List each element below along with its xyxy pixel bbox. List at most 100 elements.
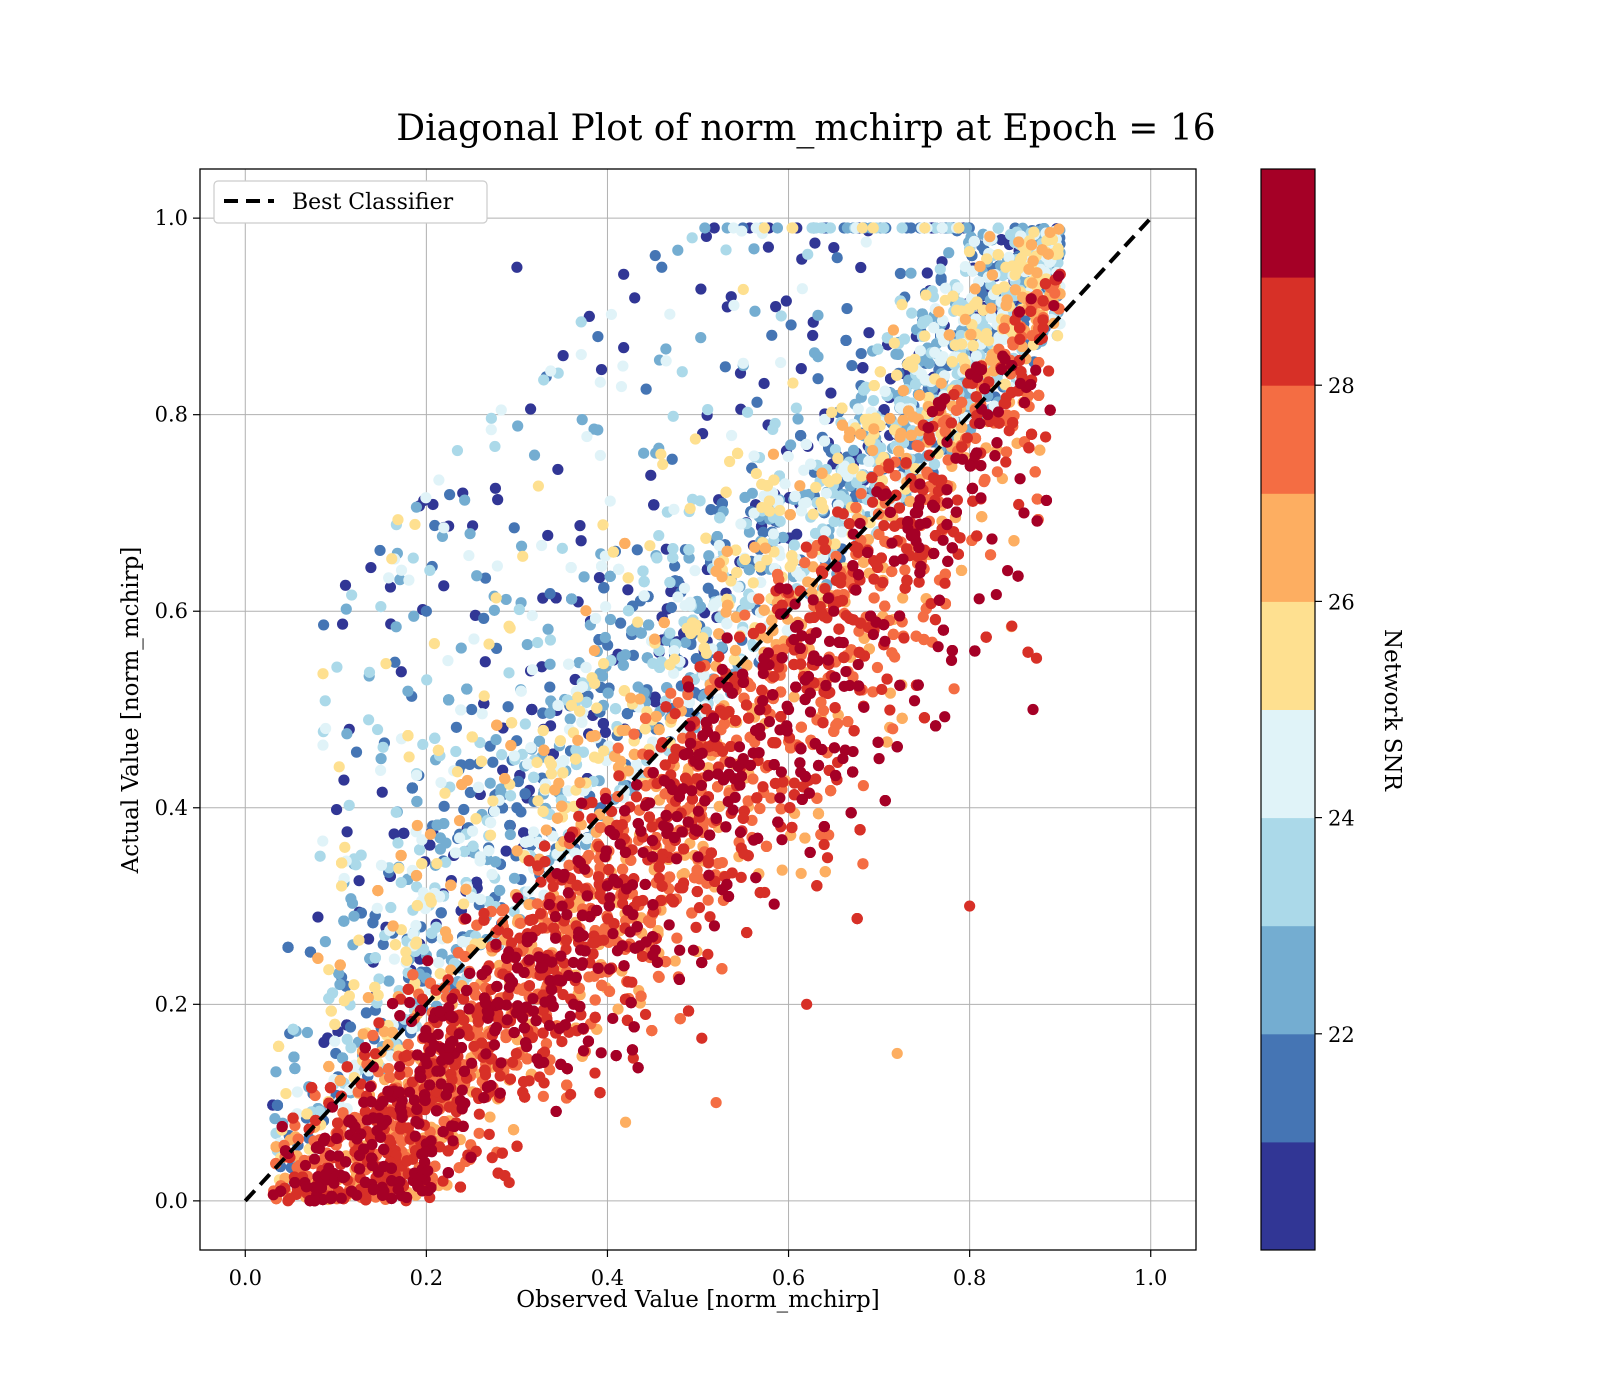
scatter-point (759, 542, 771, 554)
scatter-point (763, 495, 776, 507)
scatter-point (483, 638, 495, 650)
scatter-point (572, 734, 584, 746)
scatter-point (435, 776, 447, 789)
scatter-point (669, 560, 681, 572)
scatter-point (767, 528, 780, 540)
scatter-point (812, 808, 825, 820)
scatter-point (618, 342, 630, 354)
scatter-point (484, 777, 496, 789)
scatter-point (438, 800, 450, 812)
scatter-point (667, 552, 679, 564)
scatter-point (333, 761, 345, 773)
scatter-point (627, 649, 640, 661)
scatter-point (353, 934, 365, 946)
scatter-point (1034, 444, 1046, 456)
scatter-point (867, 222, 879, 234)
scatter-point (575, 535, 587, 547)
scatter-point (466, 703, 478, 716)
scatter-point (946, 356, 958, 368)
scatter-point (758, 222, 770, 234)
scatter-point (824, 222, 837, 234)
scatter-point (350, 859, 362, 871)
scatter-point (632, 616, 644, 628)
scatter-point (424, 839, 436, 851)
scatter-point (570, 753, 582, 765)
scatter-point (785, 439, 797, 451)
scatter-point (971, 296, 983, 308)
scatter-point (1036, 244, 1048, 256)
scatter-point (545, 365, 557, 377)
scatter-point (459, 494, 471, 506)
scatter-point (552, 699, 564, 712)
scatter-point (998, 281, 1010, 293)
scatter-point (1044, 226, 1056, 239)
scatter-point (336, 618, 349, 630)
scatter-point (789, 490, 801, 502)
scatter-point (664, 659, 676, 671)
scatter-point (832, 452, 844, 464)
scatter-point (395, 666, 407, 678)
scatter-point (844, 426, 856, 438)
scatter-point (355, 849, 367, 861)
scatter-point (487, 795, 499, 807)
scatter-point (478, 690, 490, 702)
scatter-point (939, 294, 951, 306)
scatter-point (519, 718, 531, 730)
scatter-point (395, 564, 408, 576)
scatter-point (451, 444, 464, 457)
scatter-point (486, 868, 498, 881)
scatter-point (345, 893, 357, 905)
scatter-point (855, 261, 867, 274)
scatter-point (411, 899, 423, 912)
scatter-point (642, 619, 655, 631)
scatter-point (334, 1074, 346, 1087)
scatter-point (638, 447, 650, 459)
scatter-point (581, 832, 593, 845)
scatter-point (578, 571, 590, 583)
scatter-point (375, 859, 388, 871)
scatter-point (935, 377, 947, 389)
scatter-point (538, 374, 550, 386)
scatter-point (984, 231, 996, 243)
scatter-point (857, 362, 869, 374)
scatter-point (923, 357, 935, 370)
scatter-point (594, 376, 606, 388)
scatter-point (955, 338, 968, 350)
scatter-point (685, 627, 697, 640)
scatter-point (790, 402, 802, 414)
scatter-point (456, 778, 468, 791)
scatter-point (505, 739, 517, 752)
scatter-point (531, 636, 544, 649)
scatter-point (495, 404, 507, 416)
scatter-point (767, 448, 780, 460)
scatter-point (287, 1023, 299, 1035)
scatter-point (992, 249, 1004, 261)
scatter-point (466, 825, 479, 837)
scatter-point (898, 333, 911, 345)
scatter-point (720, 606, 732, 618)
scatter-point (666, 453, 678, 465)
chart-title: Diagonal Plot of norm_mchirp at Epoch = … (396, 108, 1215, 149)
scatter-point (868, 379, 880, 392)
scatter-point (965, 328, 977, 341)
scatter-point (604, 613, 617, 626)
scatter-point (840, 334, 852, 347)
scatter-point (383, 975, 395, 987)
scatter-point (508, 872, 521, 884)
scatter-point (649, 249, 661, 262)
scatter-point (454, 832, 466, 844)
scatter-point (505, 717, 518, 729)
scatter-point (761, 554, 773, 566)
scatter-point (565, 593, 578, 605)
scatter-point (476, 708, 488, 720)
scatter-point (812, 351, 824, 363)
scatter-point (466, 731, 478, 743)
scatter-point (1009, 284, 1022, 296)
scatter-point (439, 787, 451, 799)
scatter-point (357, 1028, 369, 1040)
scatter-point (511, 261, 523, 273)
scatter-point (424, 892, 436, 904)
scatter-point (556, 800, 568, 812)
scatter-point (650, 710, 662, 723)
scatter-point (770, 301, 782, 313)
